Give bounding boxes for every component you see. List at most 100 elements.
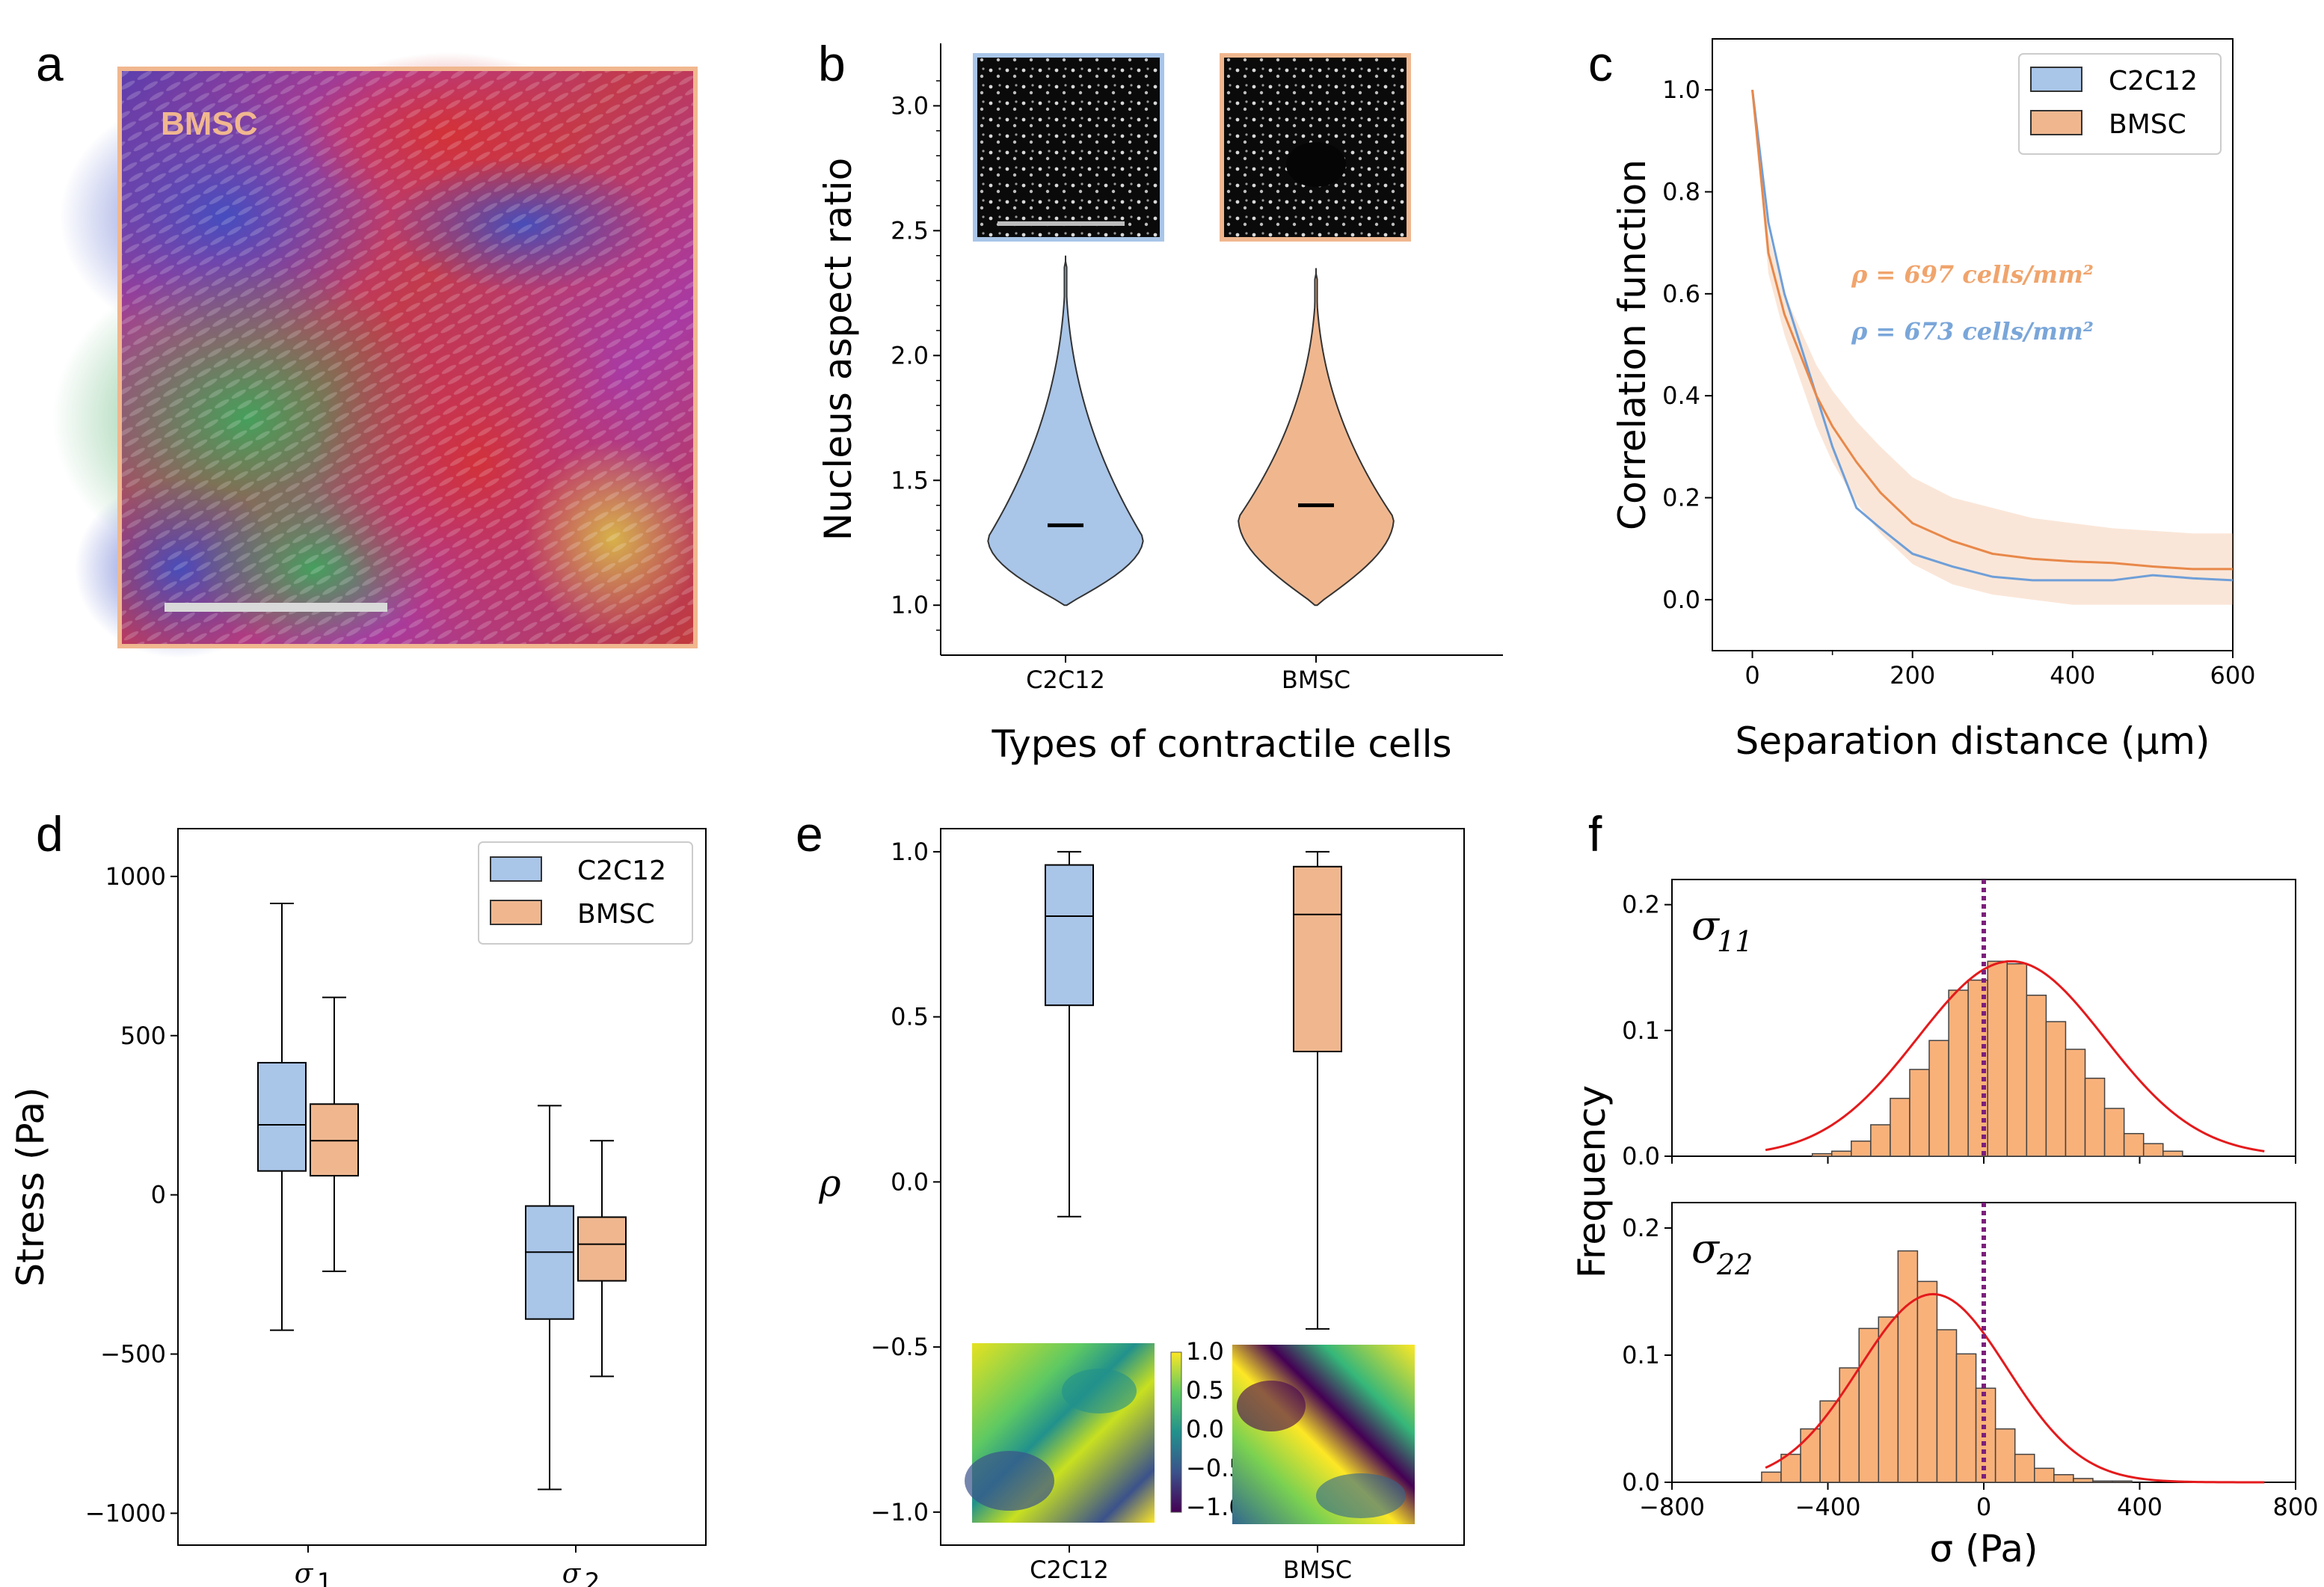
panel-label-a: a [36, 36, 64, 91]
ytick-d-label: 0 [151, 1181, 166, 1209]
hist-bar [1811, 1152, 1833, 1157]
ytick-e-label: −0.5 [870, 1333, 929, 1361]
ytick-f-label: 0.2 [1622, 1214, 1660, 1242]
hist-bar [1897, 1250, 1919, 1483]
subplot-label-subscript: 22 [1716, 1248, 1753, 1281]
colorbar-tick: 0.5 [1186, 1376, 1224, 1405]
annotation-bmsc-density: ρ = 697 cells/mm² [1851, 260, 2094, 289]
ytick-b-label: 2.0 [891, 341, 929, 369]
y-axis-label-d: Stress (Pa) [9, 1087, 52, 1286]
xtick-f-label: 0 [1976, 1493, 1991, 1521]
xtick-d-subscript: 1 [317, 1568, 332, 1587]
subplot-label-subscript: 11 [1717, 925, 1753, 958]
hist-bar [2112, 1480, 2133, 1483]
ytick-e-label: 0.0 [891, 1167, 929, 1196]
subplot-label-sigma: σ [1691, 1225, 1721, 1272]
ytick-e-label: 0.5 [891, 1003, 929, 1031]
axes-frame-d [177, 828, 707, 1546]
violin-bmsc [1238, 268, 1395, 607]
ytick-c-label: 0.8 [1662, 178, 1700, 206]
legend-label-bmsc: BMSC [577, 899, 655, 930]
hist-bar [1916, 1280, 1938, 1483]
legend-swatch-c2c12 [490, 856, 542, 882]
ytick-f-label: 0.0 [1622, 1468, 1660, 1497]
legend-swatch-bmsc [490, 900, 542, 925]
ytick-f-label: 0.1 [1622, 1341, 1660, 1369]
axes-frame-c [1712, 38, 2234, 651]
hist-bar [1909, 1069, 1930, 1157]
violin-plot-panel-b: 1.0 1.5 2.0 2.5 3.0 C2C12 BMSC Types of contrac… [817, 43, 1503, 766]
xtick-b-label: BMSC [1282, 666, 1350, 694]
ytick-b-label: 1.0 [891, 591, 929, 619]
hist-bar [2162, 1150, 2183, 1157]
nuclei-inset-c2c12 [973, 53, 1164, 242]
hist-bar [1761, 1471, 1782, 1483]
hist-bar [2045, 1021, 2067, 1157]
xtick-c-label: 400 [2050, 661, 2095, 690]
hist-bar [1955, 1353, 1977, 1483]
micrograph-bmsc [52, 52, 703, 658]
ytick-c-label: 0.0 [1662, 586, 1700, 614]
x-axis-label-b: Types of contractile cells [991, 722, 1451, 766]
confidence-band-bmsc [1752, 90, 2233, 605]
ytick-f-label: 0.0 [1622, 1142, 1660, 1170]
axes-frame-e [940, 828, 1465, 1546]
hist-bar [2014, 1453, 2035, 1483]
ytick-d-label: 500 [120, 1022, 166, 1050]
hist-bar [1987, 960, 2008, 1157]
hist-bar [1800, 1428, 1821, 1483]
xtick-f-label: 400 [2117, 1493, 2162, 1521]
correlation-map-bmsc [1232, 1345, 1415, 1524]
xtick-c-label: 600 [2210, 661, 2255, 690]
x-axis-label-c: Separation distance (μm) [1735, 719, 2210, 763]
gaussian-fit [1765, 1292, 2265, 1484]
xtick-e-label: C2C12 [1030, 1556, 1109, 1584]
panel-label-d: d [36, 806, 64, 862]
ytick-f-label: 0.1 [1622, 1016, 1660, 1045]
annotation-c2c12-density: ρ = 673 cells/mm² [1851, 317, 2094, 346]
hist-bar [1890, 1097, 1910, 1157]
ytick-c-label: 0.4 [1662, 381, 1700, 410]
hist-bar [2142, 1143, 2164, 1157]
ytick-d-label: −500 [100, 1340, 166, 1369]
xtick-d-subscript: 2 [585, 1568, 600, 1587]
legend-label-bmsc: BMSC [2109, 109, 2186, 140]
legend-label-c2c12: C2C12 [2109, 66, 2198, 96]
legend-swatch-c2c12 [2030, 67, 2082, 92]
violin-c2c12 [987, 255, 1144, 607]
colorbar-tick: 0.0 [1186, 1415, 1224, 1443]
hist-bar [1870, 1124, 1891, 1157]
ytick-e-label: −1.0 [870, 1498, 929, 1526]
hist-bar [1819, 1400, 1840, 1483]
hist-bar [2123, 1132, 2145, 1157]
xtick-e-label: BMSC [1283, 1556, 1352, 1584]
hist-bar [2084, 1077, 2106, 1157]
correlation-map-c2c12 [965, 1343, 1155, 1523]
nuclei-inset-bmsc [1220, 53, 1411, 242]
ytick-d-label: 1000 [105, 862, 166, 891]
panel-label-b: b [818, 36, 846, 91]
hist-bar [1851, 1141, 1872, 1157]
box-c2c12 [1045, 864, 1094, 1007]
hist-bar [2006, 963, 2028, 1157]
hist-bar [2026, 994, 2047, 1157]
y-axis-label-c: Correlation function [1611, 159, 1654, 530]
line-plot-panel-c: 0.0 0.2 0.4 0.6 0.8 1.0 0 200 400 600 ρ = 697 cell… [1611, 38, 2256, 763]
hist-bar [2103, 1108, 2125, 1157]
box-c2c12 [525, 1205, 574, 1320]
xtick-d-label: σ [295, 1559, 314, 1587]
xtick-f-label: 800 [2272, 1493, 2318, 1521]
colorbar-tick: 1.0 [1186, 1337, 1224, 1366]
colorbar [1170, 1351, 1182, 1513]
micrograph-label: BMSC [161, 105, 258, 142]
ytick-b-label: 3.0 [891, 91, 929, 120]
box-bmsc [577, 1216, 627, 1282]
x-axis-label-f: σ (Pa) [1929, 1527, 2038, 1571]
box-bmsc [310, 1103, 359, 1177]
ytick-b-label: 2.5 [891, 216, 929, 245]
ytick-c-label: 0.2 [1662, 484, 1700, 512]
xtick-c-label: 200 [1890, 661, 1935, 690]
